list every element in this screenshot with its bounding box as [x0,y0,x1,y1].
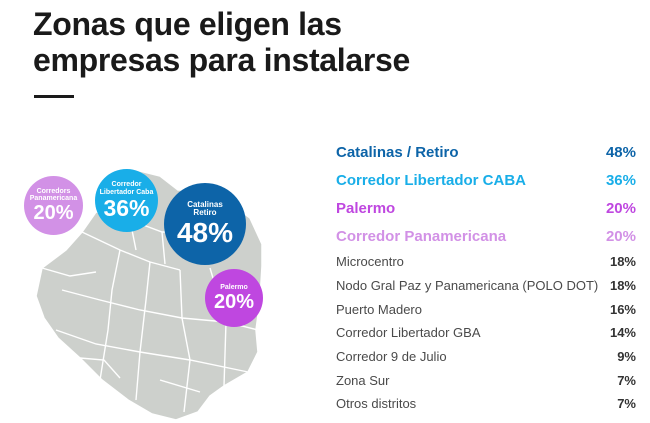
zone-label: Microcentro [336,254,404,270]
bubble-catalinas-pct: 48% [176,217,234,249]
bubble-palermo: Palermo 20% [205,269,263,327]
zone-value: 48% [605,143,636,161]
highlight-row: Corredor Libertador CABA 36% [336,166,636,194]
zone-label: Corredor Libertador CABA [336,171,527,189]
bubble-panamericana: Corredors Panamericana 20% [24,176,83,235]
zone-value: 18% [609,254,636,270]
zone-value: 14% [609,325,636,341]
title-line-2: empresas para instalarse [33,42,411,78]
bubble-panamericana-pct: 20% [33,202,74,225]
zone-label: Catalinas / Retiro [336,143,459,161]
zone-value: 20% [605,227,636,245]
bubble-corredor-label: Corredor Libertador Caba [99,181,154,196]
zone-value: 20% [605,199,636,217]
zone-label: Corredor 9 de Julio [336,349,447,365]
other-zone-row: Corredor 9 de Julio 9% [336,345,636,369]
bubble-palermo-pct: 20% [213,291,255,314]
other-zone-row: Puerto Madero 16% [336,297,636,321]
highlight-row: Corredor Panamericana 20% [336,222,636,250]
title-line-1: Zonas que eligen las [33,6,342,42]
bubble-panamericana-label: Corredors Panamericana [29,187,78,202]
zones-list: Catalinas / Retiro 48% Corredor Libertador… [336,138,636,416]
other-zone-row: Microcentro 18% [336,250,636,274]
other-zone-row: Corredor Libertador GBA 14% [336,321,636,345]
zone-value: 18% [609,278,636,294]
other-zone-row: Zona Sur 7% [336,368,636,392]
zone-label: Zona Sur [336,372,390,388]
zone-label: Corredor Libertador GBA [336,325,481,341]
zone-label: Otros distritos [336,396,417,412]
zone-value: 7% [617,372,636,388]
bubble-corredor-libertador-caba: Corredor Libertador Caba 36% [95,169,158,232]
zone-label: Puerto Madero [336,301,422,317]
bubble-catalinas-label: Catalinas Retiro [187,199,223,217]
bubble-palermo-label: Palermo [220,283,248,291]
zone-value: 16% [609,301,636,317]
page-title: Zonas que eligen las empresas para insta… [33,6,453,78]
bubble-catalinas-retiro: Catalinas Retiro 48% [164,183,246,265]
zone-label: Corredor Panamericana [336,227,507,245]
zone-value: 9% [617,349,636,365]
highlight-row: Catalinas / Retiro 48% [336,138,636,166]
zone-value: 36% [605,171,636,189]
title-underline [34,95,74,98]
bubble-corredor-pct: 36% [103,194,150,221]
other-zone-row: Otros distritos 7% [336,392,636,416]
highlight-row: Palermo 20% [336,194,636,222]
other-zone-row: Nodo Gral Paz y Panamericana (POLO DOT) 1… [336,274,636,298]
zone-label: Nodo Gral Paz y Panamericana (POLO DOT) [336,278,599,294]
zone-label: Palermo [336,199,396,217]
zone-value: 7% [617,396,636,412]
